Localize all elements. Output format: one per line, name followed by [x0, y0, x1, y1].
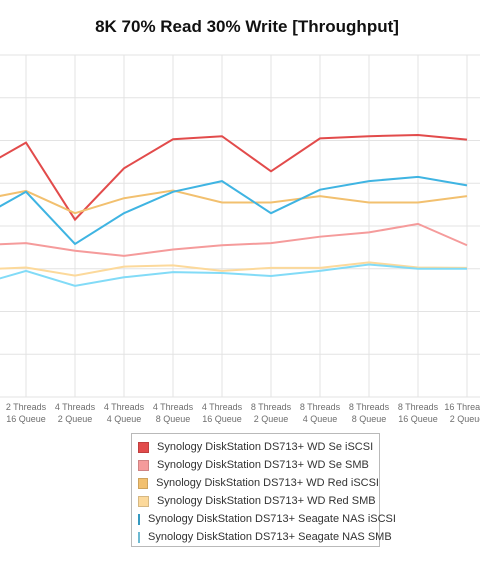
series-line-1 [0, 133, 468, 222]
legend-label: Synology DiskStation DS713+ WD Se SMB [157, 459, 369, 471]
legend-item: Synology DiskStation DS713+ WD Red iSCSI [138, 474, 379, 492]
x-tick-label: 8 Threads 8 Queue [349, 402, 390, 424]
legend-swatch [138, 513, 140, 525]
legend-swatch [138, 459, 149, 471]
x-tick-label: 2 Threads 16 Queue [6, 402, 47, 424]
legend-label: Synology DiskStation DS713+ Seagate NAS … [148, 531, 392, 543]
legend-label: Synology DiskStation DS713+ WD Red iSCSI [156, 477, 379, 489]
series-line-4 [0, 261, 468, 277]
legend-item: Synology DiskStation DS713+ Seagate NAS … [138, 528, 392, 546]
series-line-6 [0, 263, 467, 287]
legend-item: Synology DiskStation DS713+ WD Red SMB [138, 492, 379, 510]
legend-label: Synology DiskStation DS713+ Seagate NAS … [148, 513, 396, 525]
legend-swatch [138, 495, 149, 507]
legend-swatch [138, 441, 149, 453]
chart-legend: Synology DiskStation DS713+ WD Se iSCSI S… [131, 433, 396, 547]
x-tick-label: 8 Threads 16 Queue [398, 402, 439, 424]
legend-swatch [138, 531, 140, 543]
x-tick-label: 8 Threads 2 Queue [251, 402, 292, 424]
legend-swatch [138, 477, 149, 489]
series-line-5 [0, 175, 468, 246]
legend-item: Synology DiskStation DS713+ WD Se iSCSI [138, 438, 379, 456]
chart-title: 8K 70% Read 30% Write [Throughput] [95, 17, 399, 36]
x-tick-label: 4 Threads 8 Queue [153, 402, 194, 424]
x-tick-label: 4 Threads 16 Queue [202, 402, 243, 424]
x-tick-label: 8 Threads 4 Queue [300, 402, 341, 424]
x-tick-label: 4 Threads 2 Queue [55, 402, 96, 424]
legend-item: Synology DiskStation DS713+ WD Se SMB [138, 456, 379, 474]
series-line-3 [0, 189, 468, 215]
legend-item: Synology DiskStation DS713+ Seagate NAS … [138, 510, 396, 528]
x-tick-label: 4 Threads 4 Queue [104, 402, 145, 424]
legend-label: Synology DiskStation DS713+ WD Red SMB [157, 495, 376, 507]
series-line-2 [0, 222, 468, 257]
legend-label: Synology DiskStation DS713+ WD Se iSCSI [157, 441, 374, 453]
